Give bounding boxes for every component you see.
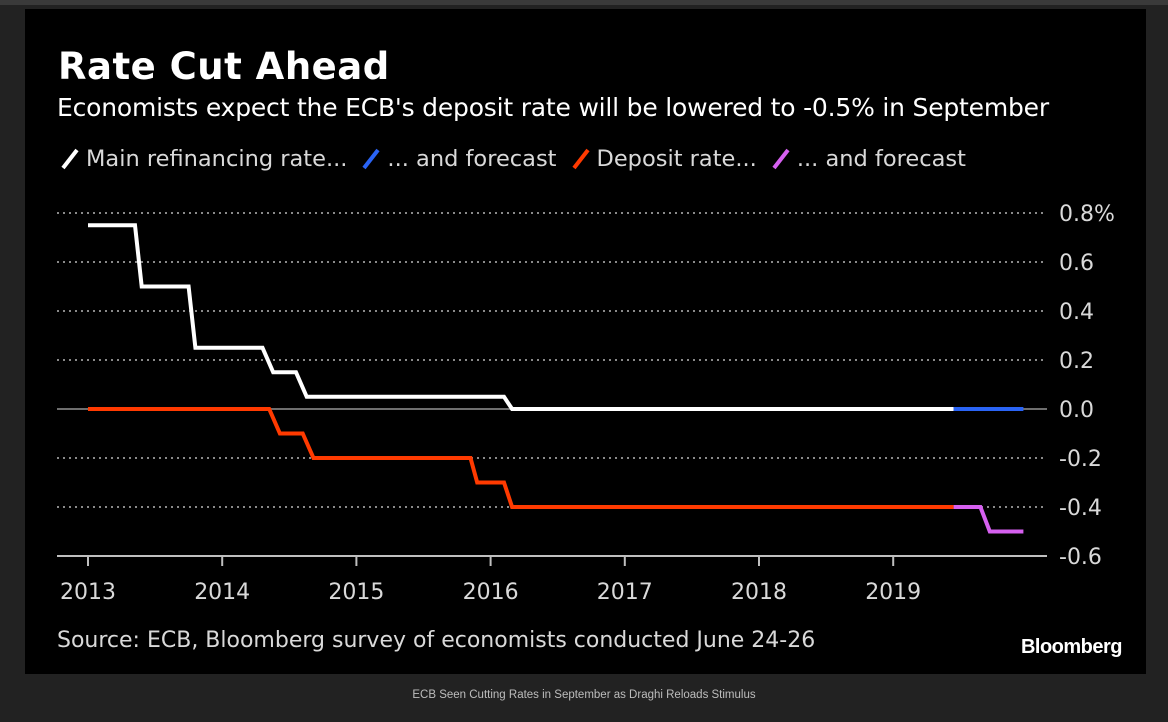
- chart-subtitle: Economists expect the ECB's deposit rate…: [57, 93, 1049, 122]
- source-note: Source: ECB, Bloomberg survey of economi…: [57, 628, 816, 653]
- legend-item: ... and forecast: [359, 146, 557, 172]
- legend-item: ... and forecast: [769, 146, 966, 172]
- y-tick-label: -0.6: [1059, 545, 1102, 570]
- y-tick-label: 0.4: [1059, 300, 1094, 325]
- chart-plot: 0.8% 0.6 0.4 0.2 0.0 -0.2 -0.4 -0.6 2013 2014 2015…: [57, 202, 1115, 605]
- x-tick-label: 2019: [865, 580, 921, 605]
- x-tick-label: 2016: [463, 580, 519, 605]
- legend-swatch-icon: [571, 148, 590, 170]
- x-tick-label: 2014: [194, 580, 250, 605]
- legend-label: Deposit rate...: [596, 146, 757, 172]
- legend-swatch-icon: [772, 148, 790, 170]
- chart-card: Rate Cut Ahead Economists expect the ECB…: [25, 9, 1146, 674]
- legend-swatch-icon: [61, 148, 79, 170]
- legend-label: ... and forecast: [796, 146, 966, 172]
- legend-item: Main refinancing rate...: [58, 146, 347, 172]
- figure-caption: ECB Seen Cutting Rates in September as D…: [412, 689, 756, 701]
- y-tick-label: -0.4: [1059, 496, 1102, 521]
- main-refinancing-rate-line: [88, 223, 954, 411]
- x-tick-label: 2015: [328, 580, 384, 605]
- legend-swatch-icon: [362, 148, 381, 170]
- x-tick-label: 2018: [731, 580, 787, 605]
- y-tick-label: 0.2: [1059, 349, 1094, 374]
- x-tick-label: 2017: [597, 580, 653, 605]
- deposit-rate-forecast-line: [953, 505, 1024, 534]
- y-tick-label: -0.2: [1059, 447, 1102, 472]
- x-tick-label: 2013: [60, 580, 116, 605]
- y-tick-label: 0.8%: [1059, 202, 1115, 227]
- legend-label: ... and forecast: [387, 146, 557, 172]
- legend: Main refinancing rate... ... and forecast…: [58, 146, 978, 172]
- legend-item: Deposit rate...: [569, 146, 757, 172]
- y-tick-label: 0.6: [1059, 251, 1094, 276]
- legend-label: Main refinancing rate...: [86, 146, 348, 172]
- top-bar: [0, 0, 1168, 5]
- chart-title: Rate Cut Ahead: [58, 45, 390, 88]
- bloomberg-logo: Bloomberg: [1020, 636, 1123, 658]
- deposit-rate-line: [88, 407, 954, 509]
- y-tick-label: 0.0: [1059, 398, 1094, 423]
